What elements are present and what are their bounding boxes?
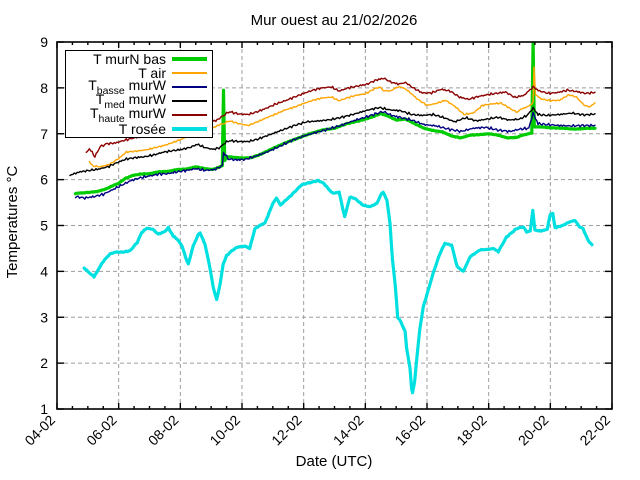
y-tick-label: 3 <box>40 309 48 325</box>
plot-frame <box>56 41 613 410</box>
legend-label: T air <box>138 64 166 81</box>
x-tick-label: 18-02 <box>453 412 490 449</box>
series-3-line <box>74 110 596 200</box>
y-tick-label: 6 <box>40 172 48 188</box>
legend-line-sample <box>172 57 207 61</box>
legend-entry-3: Tbasse murW <box>66 77 212 97</box>
y-axis-label: Temperatures °C <box>4 165 21 278</box>
x-tick-label: 12-02 <box>268 412 305 449</box>
legend: T murN bas T air Tbasse murW Tmed murW Thaut… <box>65 50 213 138</box>
legend-label: T rosée <box>118 120 166 137</box>
chart-title: Mur ouest au 21/02/2026 <box>251 12 418 29</box>
x-tick-label: 14-02 <box>330 412 367 449</box>
series-1-line <box>73 42 597 196</box>
x-axis-label: Date (UTC) <box>296 453 373 470</box>
y-tick-label: 5 <box>40 218 48 234</box>
y-tick-label: 8 <box>40 80 48 96</box>
x-tick-label: 06-02 <box>83 412 120 449</box>
series-6-line <box>82 178 594 395</box>
legend-entry-1: T murN bas <box>66 50 212 67</box>
legend-line-sample <box>172 114 207 116</box>
legend-line-sample <box>172 72 207 74</box>
legend-label: T murN bas <box>93 50 166 67</box>
x-tick-label: 10-02 <box>206 412 243 449</box>
legend-line-sample <box>172 100 207 102</box>
series-layer <box>69 42 597 395</box>
y-tick-label: 2 <box>40 355 48 371</box>
y-tick-label: 7 <box>40 126 48 142</box>
legend-line-sample <box>172 86 207 88</box>
y-tick-label: 9 <box>40 34 48 50</box>
legend-label: Tbasse murW <box>88 77 166 97</box>
legend-entry-2: T air <box>66 64 212 81</box>
legend-label: Thaute murW <box>89 105 166 125</box>
x-tick-label: 04-02 <box>21 412 58 449</box>
legend-entry-4: Tmed murW <box>66 91 212 111</box>
x-tick-label: 16-02 <box>391 412 428 449</box>
x-tick-label: 08-02 <box>145 412 182 449</box>
legend-entry-5: Thaute murW <box>66 105 212 125</box>
y-tick-label: 1 <box>40 401 48 417</box>
series-4-line <box>69 106 596 177</box>
legend-label: Tmed murW <box>95 91 166 111</box>
series-2-line <box>88 66 596 168</box>
legend-entry-6: T rosée <box>66 120 212 137</box>
x-tick-label: 20-02 <box>515 412 552 449</box>
y-tick-label: 4 <box>40 263 48 279</box>
legend-line-sample <box>172 127 207 131</box>
x-tick-label: 22-02 <box>576 412 613 449</box>
